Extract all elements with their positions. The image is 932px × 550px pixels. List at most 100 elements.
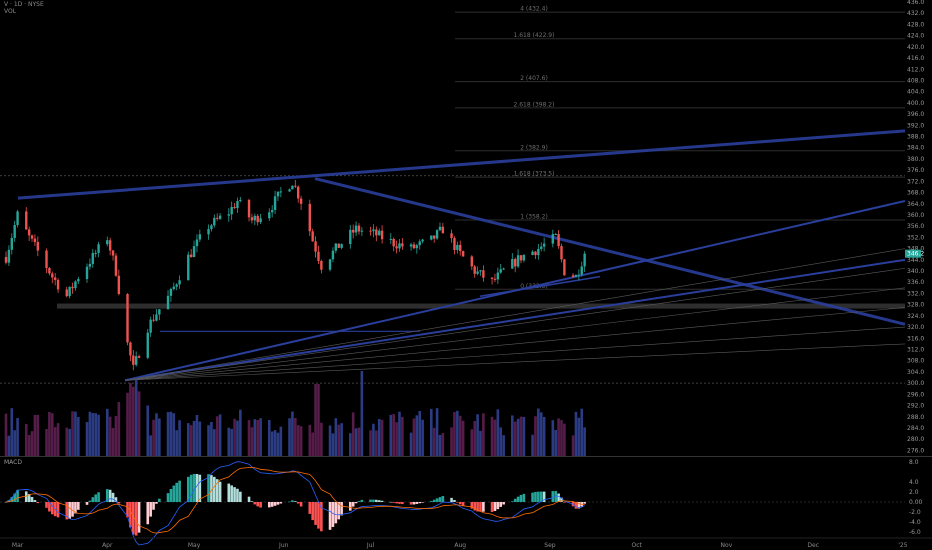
volume-bar <box>134 379 138 456</box>
macd-histogram-bar <box>10 497 14 502</box>
macd-histogram-bar <box>210 475 213 502</box>
volume-bar <box>149 435 152 456</box>
candle-body <box>554 234 557 236</box>
macd-histogram-bar <box>369 499 372 502</box>
candle-body <box>187 254 190 281</box>
volume-bar <box>210 422 213 456</box>
volume-bar <box>239 409 242 456</box>
candle-body <box>25 211 28 230</box>
macd-title: MACD <box>4 459 22 466</box>
volume-bar <box>409 432 413 456</box>
macd-histogram-bar <box>574 502 578 509</box>
volume-bar <box>74 411 77 456</box>
price-tick-label: 420.0 <box>907 44 924 51</box>
candle-body <box>77 279 80 282</box>
macd-histogram-bar <box>71 502 74 517</box>
macd-histogram-bar <box>412 502 416 505</box>
volume-bar <box>461 420 465 456</box>
macd-histogram-bar <box>377 500 381 502</box>
volume-bar <box>328 425 332 456</box>
candle-body <box>540 246 543 249</box>
volume-bar <box>296 425 300 456</box>
volume-bar <box>441 433 445 456</box>
macd-histogram-bar <box>77 502 80 510</box>
macd-histogram-bar <box>348 502 352 511</box>
volume-bar <box>531 434 534 456</box>
candle-body <box>172 286 176 289</box>
macd-histogram-bar <box>7 500 11 502</box>
candle-body <box>51 273 54 278</box>
candle-body <box>511 259 514 269</box>
volume-bar <box>560 420 563 456</box>
macd-histogram-bar <box>308 502 312 514</box>
macd-histogram-bar <box>539 491 543 502</box>
candle-body <box>557 234 560 247</box>
macd-histogram-bar <box>438 497 442 502</box>
time-tick-label: Dec <box>807 542 819 549</box>
fib-extension-levels: 4 (432.4) 1.618 (422.9) 2 (407.6) 2.618 (39… <box>0 6 905 384</box>
macd-tick-label: 2.0 <box>909 489 919 496</box>
candle-body <box>574 275 578 277</box>
candle-body <box>435 230 439 239</box>
candle-body <box>279 191 283 193</box>
price-tick-label: 384.0 <box>907 145 924 152</box>
candle-body <box>308 203 311 232</box>
price-tick-label: 316.0 <box>907 335 924 342</box>
candle-body <box>534 251 537 256</box>
macd-histogram-bar <box>256 502 260 507</box>
candle-body <box>331 250 335 260</box>
candle-body <box>210 225 213 230</box>
volume-bar <box>537 408 540 456</box>
macd-histogram-bar <box>430 501 433 502</box>
candle-body <box>146 332 149 358</box>
macd-histogram-bar <box>320 502 323 532</box>
candle-body <box>514 259 517 267</box>
candle-body <box>577 274 581 276</box>
time-axis[interactable]: Mar Apr May Jun Jul Aug Sep Oct Nov Dec '25 <box>0 537 932 549</box>
macd-histogram-bar <box>169 488 173 502</box>
candle-body <box>169 288 173 296</box>
candle-body <box>441 226 445 234</box>
candle-body <box>189 254 193 257</box>
macd-histogram-bar <box>560 497 563 502</box>
macd-histogram-bar <box>68 502 71 519</box>
candle-body <box>294 185 297 187</box>
macd-histogram-bar <box>239 491 242 502</box>
macd-histogram-bar <box>375 499 378 502</box>
short-trendline <box>479 275 601 297</box>
candle-body <box>94 252 97 254</box>
volume-bar <box>236 420 239 456</box>
price-tick-label: 332.0 <box>907 290 924 297</box>
macd-histogram-bar <box>470 502 474 509</box>
macd-histogram-bar <box>392 502 395 503</box>
candle-body <box>7 249 11 263</box>
candle-body <box>45 250 48 268</box>
price-tick-label: 284.0 <box>907 425 924 432</box>
macd-histogram-bar <box>401 502 404 505</box>
macd-histogram-bar <box>294 501 297 502</box>
macd-histogram-bar <box>418 502 422 504</box>
macd-histogram-bar <box>279 502 283 504</box>
volume-bar <box>534 416 537 456</box>
price-axis[interactable]: 436.0 432.0 428.0 424.0 420.0 416.0 412.0 408.0… <box>905 0 924 454</box>
price-tick-label: 404.0 <box>907 89 924 96</box>
volume-bar <box>227 427 231 456</box>
macd-histogram-bar <box>270 502 274 507</box>
volume-bar <box>71 411 74 456</box>
volume-bar <box>27 435 31 456</box>
candle-body <box>106 240 109 245</box>
macd-histogram-bar <box>519 494 523 502</box>
candle-body <box>149 319 152 333</box>
volume-bar <box>337 424 341 456</box>
macd-histogram-bar <box>33 500 37 502</box>
macd-tick-label: -2.0 <box>909 509 921 516</box>
candle-body <box>239 199 242 202</box>
price-tick-label: 308.0 <box>907 358 924 365</box>
price-tick-label: 336.0 <box>907 279 924 286</box>
volume-bar <box>430 408 433 456</box>
candle-body <box>456 244 459 250</box>
candle-body <box>340 243 343 248</box>
macd-histogram-bar <box>531 492 534 502</box>
candle-body <box>479 270 482 272</box>
